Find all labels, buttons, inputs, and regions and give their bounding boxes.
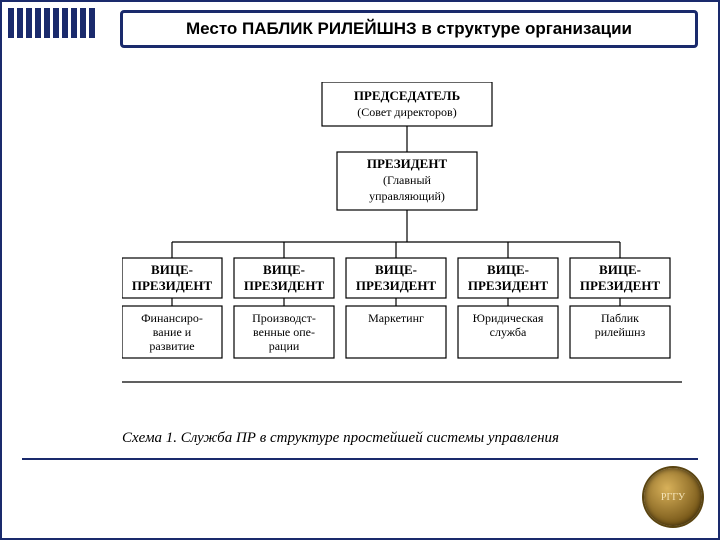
vp-4-d2: рилейшнз (595, 325, 646, 339)
vp-0-d2: вание и (153, 325, 192, 339)
vp-1-t1: ВИЦЕ- (263, 262, 305, 277)
vp-3-t2: ПРЕЗИДЕНТ (468, 278, 549, 293)
caption-prefix: Схема 1. (122, 430, 177, 446)
figure-caption: Схема 1. Служба ПР в структуре простейше… (122, 430, 559, 447)
vp-4-t2: ПРЕЗИДЕНТ (580, 278, 661, 293)
vp-3-t1: ВИЦЕ- (487, 262, 529, 277)
org-chart: ПРЕДСЕДАТЕЛЬ (Совет директоров) ПРЕЗИДЕН… (122, 82, 682, 422)
slide-frame: Место ПАБЛИК РИЛЕЙШНЗ в структуре органи… (0, 0, 720, 540)
vp-3-d1: Юридическая (473, 311, 544, 325)
node-president-title: ПРЕЗИДЕНТ (367, 156, 448, 171)
vp-0-d1: Финансиро- (141, 311, 203, 325)
caption-text: Служба ПР в структуре простейшей системы… (181, 430, 559, 446)
vp-1-d2: венные опе- (253, 325, 315, 339)
vp-2-d1: Маркетинг (368, 311, 424, 325)
node-chair-title: ПРЕДСЕДАТЕЛЬ (354, 88, 460, 103)
vp-1-t2: ПРЕЗИДЕНТ (244, 278, 325, 293)
vp-4-t1: ВИЦЕ- (599, 262, 641, 277)
vp-3-d2: служба (490, 325, 527, 339)
vp-0-d3: развитие (149, 339, 194, 353)
vp-2-t2: ПРЕЗИДЕНТ (356, 278, 437, 293)
vp-1-d1: Производст- (252, 311, 316, 325)
footer-rule (22, 458, 698, 460)
logo-text: РГГУ (661, 492, 685, 503)
node-chair-sub: (Совет директоров) (357, 105, 456, 119)
university-logo: РГГУ (644, 468, 702, 526)
slide-title: Место ПАБЛИК РИЛЕЙШНЗ в структуре органи… (120, 10, 698, 48)
vp-0-t1: ВИЦЕ- (151, 262, 193, 277)
vp-4-d1: Паблик (601, 311, 639, 325)
vp-2-t1: ВИЦЕ- (375, 262, 417, 277)
decorative-stripes (8, 8, 118, 38)
node-president-sub2: управляющий) (369, 189, 445, 203)
vp-1-d3: рации (269, 339, 300, 353)
vp-0-t2: ПРЕЗИДЕНТ (132, 278, 213, 293)
node-president-sub1: (Главный (383, 173, 431, 187)
org-chart-svg: ПРЕДСЕДАТЕЛЬ (Совет директоров) ПРЕЗИДЕН… (122, 82, 682, 422)
